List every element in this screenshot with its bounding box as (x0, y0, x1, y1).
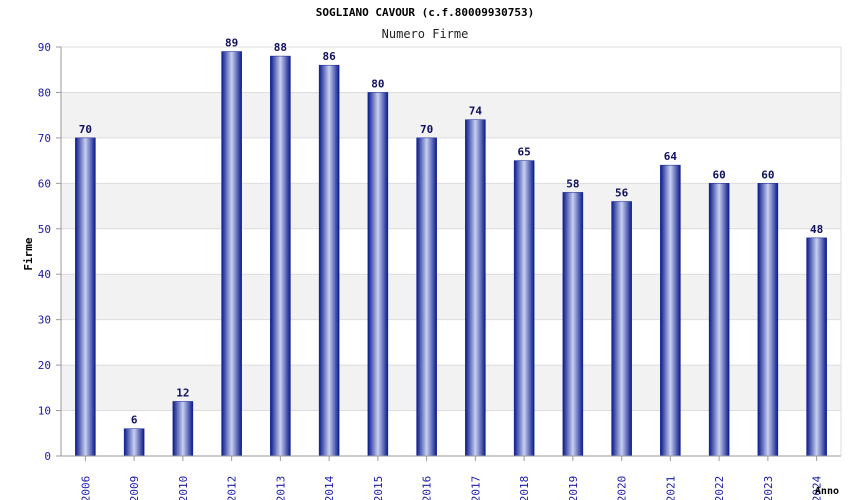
bar-2021 (660, 164, 681, 457)
data-label: 65 (518, 146, 531, 159)
bar-2015 (367, 92, 389, 457)
y-tick-label: 90 (38, 41, 51, 54)
x-tick-label: 2013 (274, 476, 287, 500)
x-tick-labels: 2006 2009 2010 2012 2013 2014 2015 2016 2017 2018… (79, 456, 824, 500)
x-tick-label: 2018 (518, 476, 531, 500)
chart-title: SOGLIANO CAVOUR (c.f.80009930753) (316, 6, 535, 19)
data-label: 12 (176, 386, 189, 399)
y-axis-label: Firme (22, 237, 35, 270)
x-tick-label: 2019 (567, 476, 580, 500)
x-tick-label: 2015 (372, 476, 385, 500)
data-label: 58 (566, 177, 579, 190)
data-label: 60 (761, 168, 774, 181)
data-labels: 70 6 12 89 88 86 80 70 74 65 58 56 64 60 60 48 (79, 37, 824, 427)
data-label: 86 (323, 50, 337, 63)
x-tick-label: 2016 (421, 476, 434, 500)
x-tick-label: 2022 (713, 476, 726, 500)
x-tick-label: 2006 (79, 476, 92, 500)
y-tick-label: 60 (38, 177, 51, 190)
bar-2010 (172, 401, 194, 457)
bars (75, 51, 827, 457)
data-label: 70 (79, 123, 92, 136)
bar-2022 (708, 183, 730, 457)
x-tick-label: 2009 (128, 476, 141, 500)
bar-2006 (75, 137, 96, 457)
data-label: 56 (615, 187, 629, 200)
y-tick-label: 20 (38, 359, 51, 372)
data-label: 6 (131, 414, 138, 427)
bar-2024 (806, 237, 827, 457)
x-tick-label: 2012 (226, 476, 239, 500)
bar-2019 (562, 192, 584, 457)
data-label: 60 (713, 168, 726, 181)
x-tick-label: 2010 (177, 476, 190, 500)
x-tick-label: 2014 (323, 475, 336, 500)
data-label: 70 (420, 123, 433, 136)
x-tick-label: 2023 (762, 476, 775, 500)
x-axis-label: Anno (815, 486, 839, 497)
x-tick-label: 2021 (664, 476, 677, 500)
bar-2017 (465, 119, 486, 457)
bar-2023 (757, 183, 779, 457)
y-tick-label: 80 (38, 86, 51, 99)
y-tick-label: 70 (38, 132, 51, 145)
axes (60, 47, 842, 457)
data-label: 74 (469, 105, 483, 118)
y-tick-label: 40 (38, 268, 51, 281)
chart-subtitle: Numero Firme (382, 27, 469, 41)
x-tick-label: 2020 (616, 476, 629, 500)
data-label: 88 (274, 41, 287, 54)
bar-2012 (221, 51, 242, 457)
y-tick-label: 30 (38, 314, 51, 327)
x-tick-label: 2017 (469, 476, 482, 500)
bar-2016 (416, 137, 437, 457)
y-tick-labels: 0 10 20 30 40 50 60 70 80 90 (38, 41, 51, 463)
x-tick-label: 2024 (811, 475, 824, 500)
data-label: 80 (371, 77, 384, 90)
bar-2018 (513, 160, 535, 457)
background-band (61, 92, 841, 138)
y-tick-label: 50 (38, 223, 51, 236)
bar-2009 (123, 428, 145, 457)
bar-2020 (611, 201, 632, 457)
data-label: 48 (810, 223, 823, 236)
y-tick-label: 0 (44, 450, 51, 463)
y-tick-label: 10 (38, 405, 51, 418)
bar-2014 (318, 64, 340, 457)
data-label: 89 (225, 37, 238, 50)
bar-2013 (270, 55, 291, 457)
data-label: 64 (664, 150, 678, 163)
